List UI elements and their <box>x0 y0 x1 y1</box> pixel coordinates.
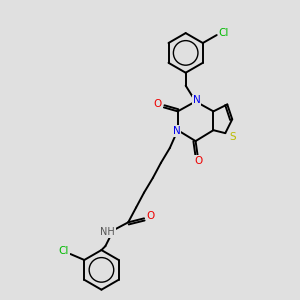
Text: S: S <box>229 132 236 142</box>
Text: Cl: Cl <box>58 246 69 256</box>
Text: N: N <box>193 95 200 106</box>
Text: O: O <box>147 212 155 221</box>
Text: O: O <box>194 156 203 166</box>
Text: O: O <box>154 99 162 110</box>
Text: NH: NH <box>100 227 115 237</box>
Text: Cl: Cl <box>218 28 229 38</box>
Text: N: N <box>173 126 181 136</box>
